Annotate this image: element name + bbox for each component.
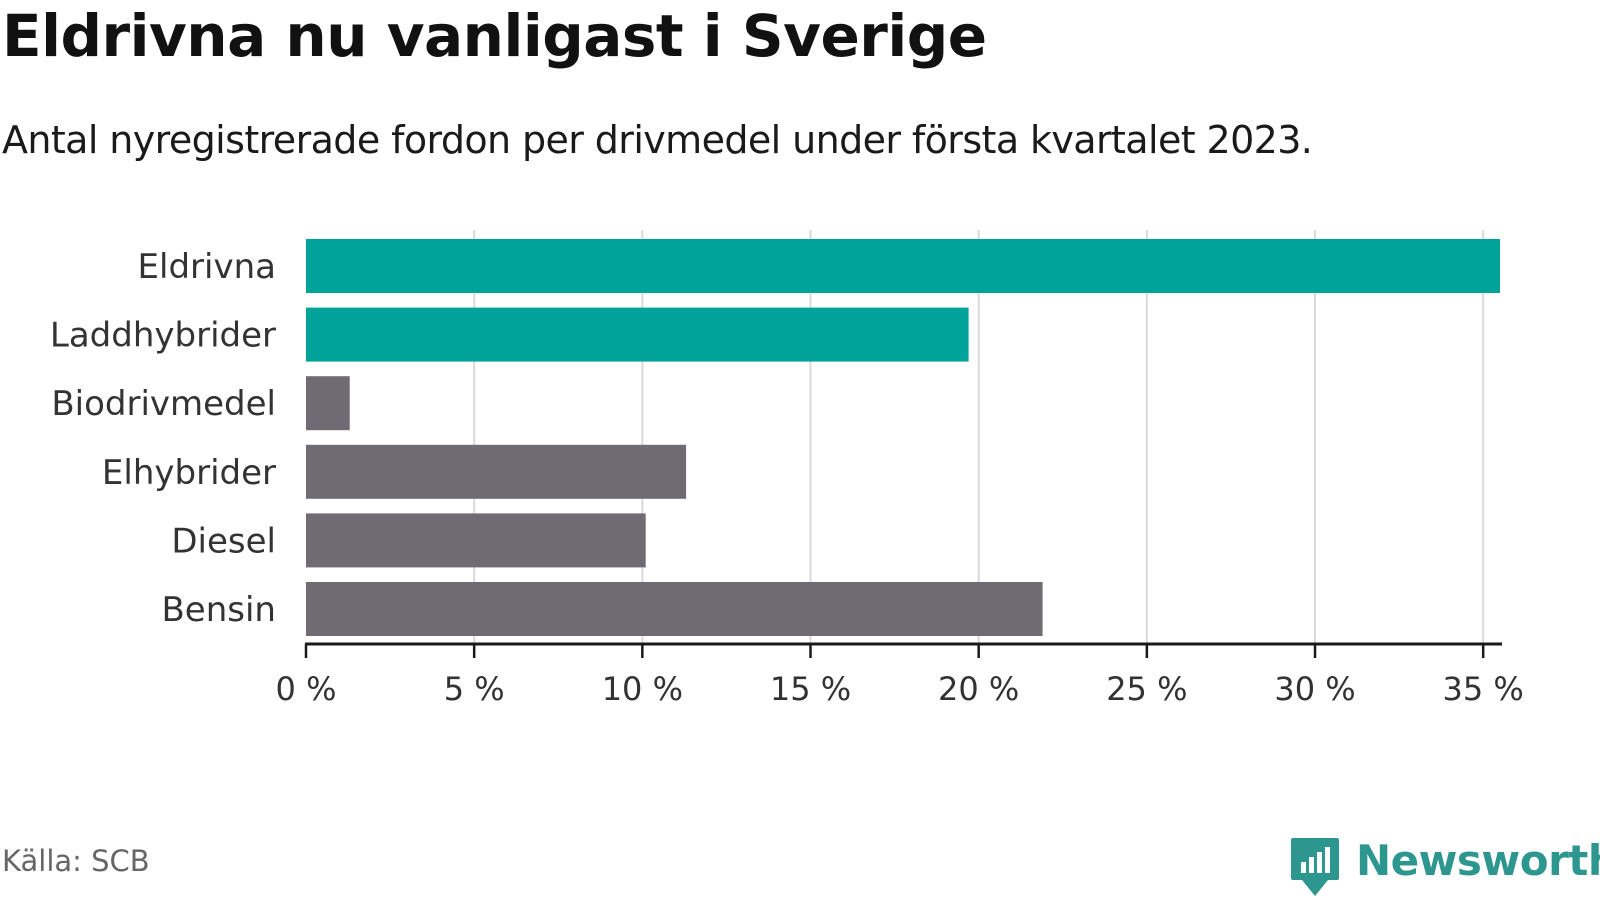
bar-diesel <box>306 513 646 568</box>
x-tick-label: 5 % <box>444 670 505 708</box>
source-note: Källa: SCB <box>2 844 150 878</box>
bars <box>306 239 1500 636</box>
x-tick-label: 20 % <box>938 670 1019 708</box>
bar-eldrivna <box>306 239 1500 293</box>
chart-title: Eldrivna nu vanligast i Sverige <box>2 2 987 70</box>
newsworthy-logo-icon <box>1291 838 1339 896</box>
category-label: Elhybrider <box>102 453 276 493</box>
brand-logo[interactable]: Newsworthy <box>1290 836 1600 900</box>
category-label: Diesel <box>171 521 276 561</box>
bar-biodrivmedel <box>306 376 350 431</box>
x-tick-label: 15 % <box>770 670 851 708</box>
brand-name: Newsworthy <box>1356 836 1600 885</box>
x-tick-label: 10 % <box>602 670 683 708</box>
bar-chart: 0 % 5 % 10 % 15 % 20 % 25 % 30 % 35 % Eldrivna L… <box>50 230 1524 708</box>
bar-laddhybrider <box>306 307 969 362</box>
bar-bensin <box>306 582 1043 636</box>
category-label: Eldrivna <box>138 247 276 287</box>
category-label: Bensin <box>161 590 276 630</box>
x-tick-label: 25 % <box>1106 670 1187 708</box>
category-label: Laddhybrider <box>50 316 276 356</box>
x-tick-label: 35 % <box>1443 670 1524 708</box>
category-labels: Eldrivna Laddhybrider Biodrivmedel Elhybrid… <box>50 247 276 630</box>
x-axis: 0 % 5 % 10 % 15 % 20 % 25 % 30 % 35 % <box>276 642 1524 708</box>
category-label: Biodrivmedel <box>51 384 276 424</box>
x-tick-label: 0 % <box>276 670 337 708</box>
x-tick-label: 30 % <box>1274 670 1355 708</box>
bar-elhybrider <box>306 444 687 499</box>
gridlines <box>473 230 1485 644</box>
chart-subtitle: Antal nyregistrerade fordon per drivmede… <box>2 118 1313 162</box>
